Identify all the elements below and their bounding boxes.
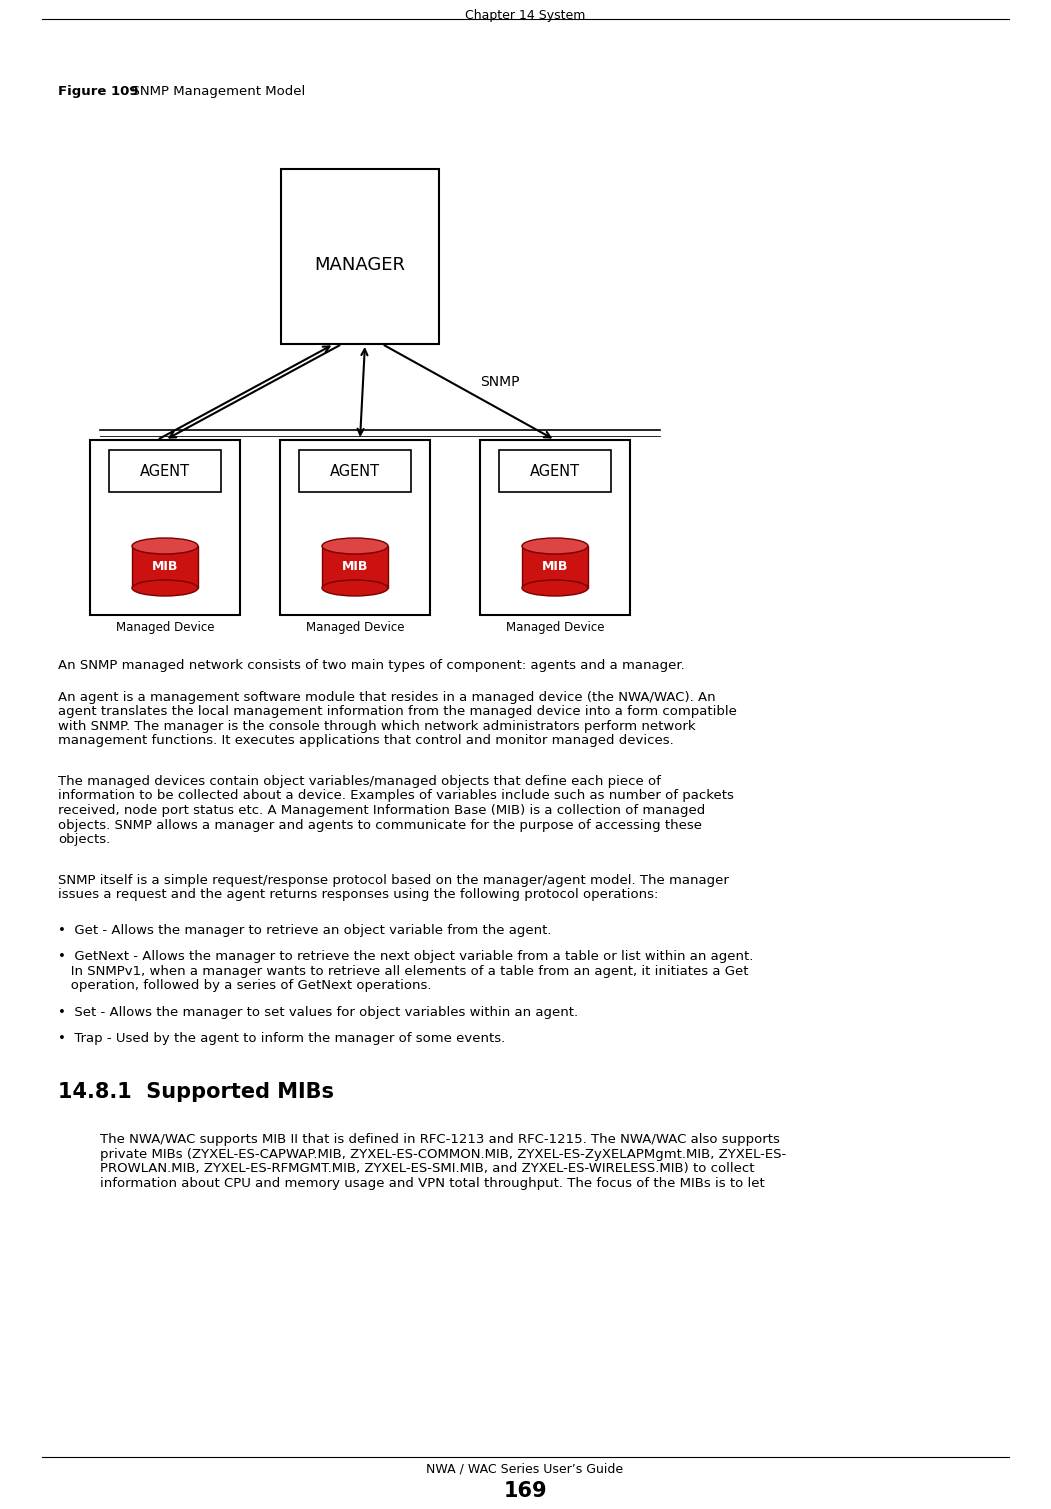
Text: MANAGER: MANAGER <box>314 257 406 275</box>
Text: •  Set - Allows the manager to set values for object variables within an agent.: • Set - Allows the manager to set values… <box>58 1005 578 1019</box>
Text: AGENT: AGENT <box>330 463 380 478</box>
Text: Figure 109: Figure 109 <box>58 85 139 98</box>
Text: AGENT: AGENT <box>530 463 580 478</box>
Text: MIB: MIB <box>342 560 368 573</box>
Bar <box>298 450 411 492</box>
Bar <box>480 441 630 616</box>
Ellipse shape <box>132 579 198 596</box>
Text: SNMP: SNMP <box>480 376 519 389</box>
Text: •  Trap - Used by the agent to inform the manager of some events.: • Trap - Used by the agent to inform the… <box>58 1032 506 1044</box>
Text: Managed Device: Managed Device <box>506 622 604 634</box>
Text: private MIBs (ZYXEL-ES-CAPWAP.MIB, ZYXEL-ES-COMMON.MIB, ZYXEL-ES-ZyXELAPMgmt.MIB: private MIBs (ZYXEL-ES-CAPWAP.MIB, ZYXEL… <box>100 1148 786 1160</box>
Text: received, node port status etc. A Management Information Base (MIB) is a collect: received, node port status etc. A Manage… <box>58 804 705 816</box>
Text: An SNMP managed network consists of two main types of component: agents and a ma: An SNMP managed network consists of two … <box>58 659 685 672</box>
Text: issues a request and the agent returns responses using the following protocol op: issues a request and the agent returns r… <box>58 889 658 901</box>
Text: information to be collected about a device. Examples of variables include such a: information to be collected about a devi… <box>58 789 734 803</box>
Bar <box>499 450 611 492</box>
Text: 14.8.1  Supported MIBs: 14.8.1 Supported MIBs <box>58 1082 334 1103</box>
Text: agent translates the local management information from the managed device into a: agent translates the local management in… <box>58 705 737 718</box>
Bar <box>132 546 198 589</box>
Text: The NWA/WAC supports MIB II that is defined in RFC-1213 and RFC-1215. The NWA/WA: The NWA/WAC supports MIB II that is defi… <box>100 1133 780 1147</box>
Bar <box>280 441 430 616</box>
Text: with SNMP. The manager is the console through which network administrators perfo: with SNMP. The manager is the console th… <box>58 720 696 733</box>
Ellipse shape <box>522 539 588 554</box>
Text: objects. SNMP allows a manager and agents to communicate for the purpose of acce: objects. SNMP allows a manager and agent… <box>58 818 702 831</box>
Text: Chapter 14 System: Chapter 14 System <box>465 9 585 23</box>
Text: operation, followed by a series of GetNext operations.: operation, followed by a series of GetNe… <box>58 979 432 993</box>
Ellipse shape <box>322 579 388 596</box>
Bar <box>109 450 221 492</box>
Text: Managed Device: Managed Device <box>306 622 405 634</box>
Bar <box>522 546 588 589</box>
Text: The managed devices contain object variables/managed objects that define each pi: The managed devices contain object varia… <box>58 776 661 788</box>
Text: objects.: objects. <box>58 833 110 847</box>
Text: 169: 169 <box>503 1480 547 1501</box>
Text: SNMP itself is a simple request/response protocol based on the manager/agent mod: SNMP itself is a simple request/response… <box>58 874 729 887</box>
Ellipse shape <box>322 539 388 554</box>
Text: •  GetNext - Allows the manager to retrieve the next object variable from a tabl: • GetNext - Allows the manager to retrie… <box>58 951 754 963</box>
Text: MIB: MIB <box>151 560 179 573</box>
Text: NWA / WAC Series User’s Guide: NWA / WAC Series User’s Guide <box>427 1464 623 1476</box>
Text: AGENT: AGENT <box>140 463 190 478</box>
Text: PROWLAN.MIB, ZYXEL-ES-RFMGMT.MIB, ZYXEL-ES-SMI.MIB, and ZYXEL-ES-WIRELESS.MIB) t: PROWLAN.MIB, ZYXEL-ES-RFMGMT.MIB, ZYXEL-… <box>100 1162 755 1176</box>
Ellipse shape <box>132 539 198 554</box>
Text: •  Get - Allows the manager to retrieve an object variable from the agent.: • Get - Allows the manager to retrieve a… <box>58 925 552 937</box>
Text: management functions. It executes applications that control and monitor managed : management functions. It executes applic… <box>58 735 674 747</box>
Bar <box>281 169 439 344</box>
Text: Managed Device: Managed Device <box>116 622 214 634</box>
Bar <box>322 546 388 589</box>
Text: SNMP Management Model: SNMP Management Model <box>123 85 305 98</box>
Text: MIB: MIB <box>542 560 569 573</box>
Text: information about CPU and memory usage and VPN total throughput. The focus of th: information about CPU and memory usage a… <box>100 1177 765 1189</box>
Ellipse shape <box>522 579 588 596</box>
Bar <box>90 441 240 616</box>
Text: An agent is a management software module that resides in a managed device (the N: An agent is a management software module… <box>58 691 716 703</box>
Text: In SNMPv1, when a manager wants to retrieve all elements of a table from an agen: In SNMPv1, when a manager wants to retri… <box>58 964 748 978</box>
